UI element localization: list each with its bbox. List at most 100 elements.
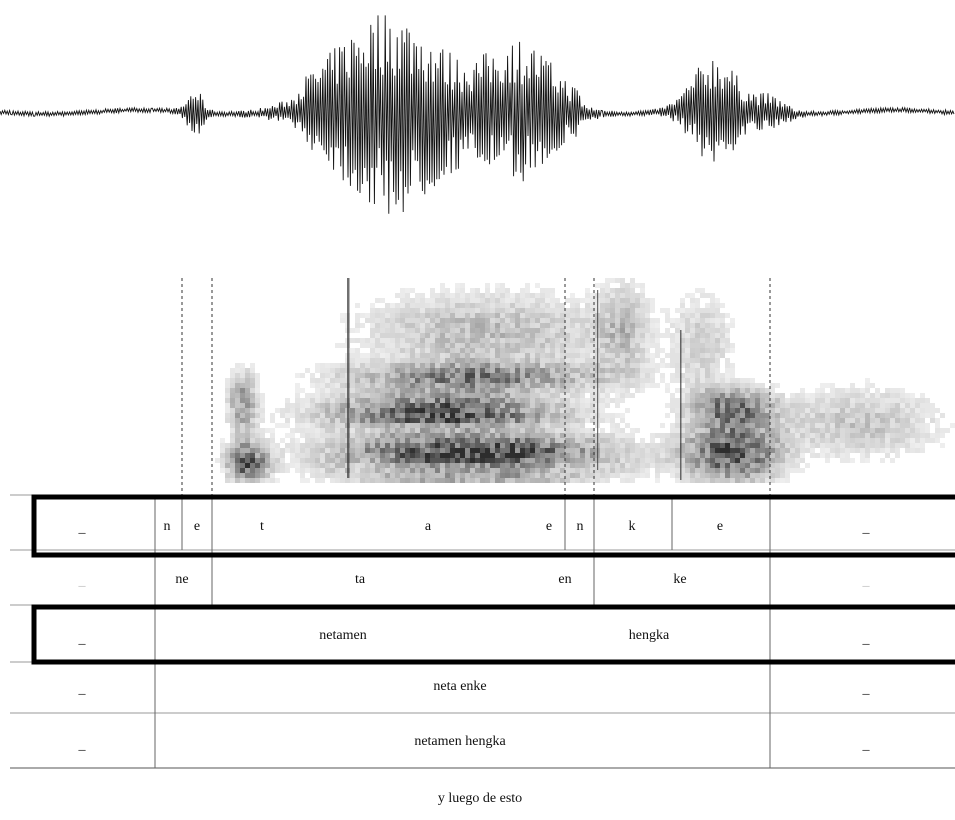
spectrogram-cell	[940, 433, 945, 438]
spectrogram-cell	[500, 323, 505, 328]
syllable-label: ta	[355, 572, 366, 587]
spectrogram-cell	[920, 438, 925, 443]
spectrogram-cell	[785, 458, 790, 463]
spectrogram-cell	[515, 323, 520, 328]
spectrogram-cell	[445, 363, 450, 368]
spectrogram-cell	[430, 458, 435, 463]
spectrogram-cell	[700, 418, 705, 423]
spectrogram-cell	[840, 443, 845, 448]
spectrogram-cell	[650, 358, 655, 363]
spectrogram-cell	[240, 463, 245, 468]
spectrogram-cell	[480, 468, 485, 473]
spectrogram-cell	[470, 348, 475, 353]
spectrogram-cell	[845, 388, 850, 393]
spectrogram-cell	[580, 458, 585, 463]
spectrogram-cell	[545, 433, 550, 438]
spectrogram-cell	[340, 318, 345, 323]
spectrogram-cell	[720, 413, 725, 418]
spectrogram-cell	[320, 463, 325, 468]
spectrogram-cell	[525, 398, 530, 403]
spectrogram-cell	[335, 453, 340, 458]
spectrogram-cell	[385, 453, 390, 458]
spectrogram-cell	[395, 398, 400, 403]
spectrogram-cell	[215, 458, 220, 463]
spectrogram-cell	[785, 443, 790, 448]
spectrogram-cell	[350, 388, 355, 393]
spectrogram-cell	[550, 373, 555, 378]
spectrogram-cell	[440, 283, 445, 288]
spectrogram-cell	[535, 393, 540, 398]
spectrogram-cell	[440, 388, 445, 393]
spectrogram-cell	[825, 408, 830, 413]
spectrogram-cell	[725, 408, 730, 413]
spectrogram-cell	[385, 393, 390, 398]
spectrogram-cell	[540, 443, 545, 448]
spectrogram-cell	[535, 423, 540, 428]
spectrogram-cell	[895, 388, 900, 393]
spectrogram-cell	[240, 368, 245, 373]
spectrogram-cell	[720, 408, 725, 413]
spectrogram-cell	[675, 363, 680, 368]
spectrogram-cell	[785, 463, 790, 468]
spectrogram-cell	[635, 353, 640, 358]
spectrogram-cell	[500, 433, 505, 438]
spectrogram-cell	[610, 343, 615, 348]
spectrogram-cell	[455, 418, 460, 423]
spectrogram-cell	[550, 318, 555, 323]
spectrogram-cell	[365, 378, 370, 383]
spectrogram-cell	[285, 403, 290, 408]
spectrogram-cell	[360, 403, 365, 408]
spectrogram-cell	[675, 328, 680, 333]
spectrogram-cell	[530, 473, 535, 478]
spectrogram-cell	[495, 313, 500, 318]
spectrogram-cell	[445, 438, 450, 443]
spectrogram-cell	[650, 353, 655, 358]
spectrogram-cell	[530, 403, 535, 408]
spectrogram-cell	[545, 313, 550, 318]
spectrogram-cell	[385, 378, 390, 383]
spectrogram-cell	[475, 468, 480, 473]
spectrogram-cell	[390, 303, 395, 308]
spectrogram-cell	[545, 408, 550, 413]
spectrogram-cell	[625, 378, 630, 383]
spectrogram-cell	[385, 338, 390, 343]
spectrogram-cell	[455, 413, 460, 418]
spectrogram-cell	[725, 313, 730, 318]
spectrogram-cell	[400, 298, 405, 303]
spectrogram-cell	[230, 403, 235, 408]
spectrogram-cell	[325, 398, 330, 403]
spectrogram-cell	[705, 443, 710, 448]
spectrogram-cell	[680, 428, 685, 433]
spectrogram-cell	[650, 318, 655, 323]
spectrogram-cell	[695, 468, 700, 473]
spectrogram-cell	[395, 428, 400, 433]
spectrogram-cell	[875, 418, 880, 423]
spectrogram-cell	[575, 313, 580, 318]
spectrogram-cell	[590, 433, 595, 438]
spectrogram-cell	[560, 353, 565, 358]
spectrogram-cell	[810, 393, 815, 398]
spectrogram-cell	[560, 318, 565, 323]
spectrogram-cell	[605, 458, 610, 463]
spectrogram-cell	[705, 318, 710, 323]
spectrogram-cell	[365, 363, 370, 368]
spectrogram-cell	[745, 398, 750, 403]
spectrogram-cell	[895, 448, 900, 453]
spectrogram-cell	[610, 383, 615, 388]
spectrogram-cell	[380, 398, 385, 403]
spectrogram-cell	[430, 478, 435, 483]
spectrogram-cell	[570, 383, 575, 388]
spectrogram-cell	[700, 323, 705, 328]
spectrogram-cell	[885, 453, 890, 458]
spectrogram-cell	[925, 433, 930, 438]
spectrogram-cell	[725, 433, 730, 438]
spectrogram-cell	[530, 323, 535, 328]
spectrogram-cell	[665, 448, 670, 453]
spectrogram-cell	[455, 408, 460, 413]
spectrogram-cell	[355, 443, 360, 448]
spectrogram-cell	[325, 448, 330, 453]
spectrogram-cell	[840, 438, 845, 443]
spectrogram-cell	[715, 383, 720, 388]
spectrogram-cell	[235, 388, 240, 393]
spectrogram-cell	[710, 308, 715, 313]
